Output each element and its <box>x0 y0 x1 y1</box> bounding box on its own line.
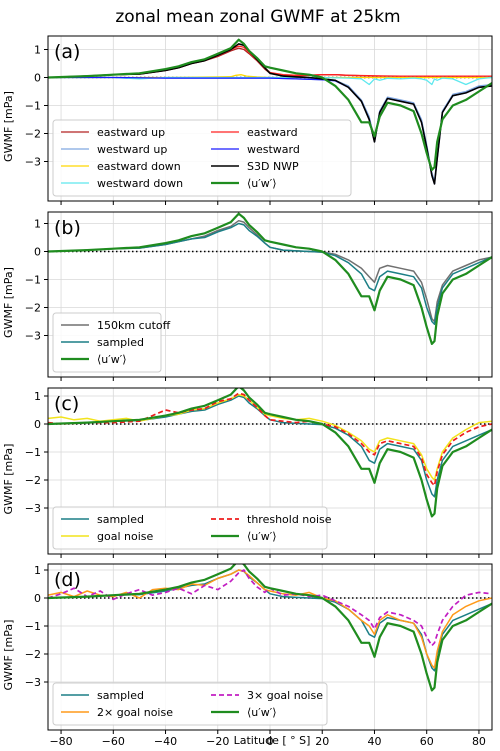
x-tick-label: −80 <box>49 735 72 748</box>
legend-label: eastward <box>247 126 298 139</box>
panels-container: −3 −2 −1 0 1 GWMF [mPa] (a) eastward up westward… <box>2 35 493 748</box>
legend-label: goal noise <box>97 530 153 543</box>
legend-label: threshold noise <box>247 513 332 526</box>
panel-letter: (a) <box>54 41 80 63</box>
legend-label: ⟨u′w′⟩ <box>247 706 277 719</box>
series-line-uw <box>48 38 492 171</box>
y-tick-label: −1 <box>25 446 41 459</box>
x-tick-label: 60 <box>420 735 434 748</box>
y-tick-label: −2 <box>25 648 41 661</box>
series-line-uw <box>48 212 492 345</box>
x-tick-label: 20 <box>315 735 329 748</box>
panel-4: −3 −2 −1 0 1 −80 −60 −40 −20 0 20 40 60 80 GWMF [mPa] (… <box>2 563 493 748</box>
x-tick-label: 80 <box>472 735 486 748</box>
legend-label: sampled <box>97 513 144 526</box>
legend-label: sampled <box>97 336 144 349</box>
y-tick-label: −2 <box>25 128 41 141</box>
x-tick-label: 40 <box>367 735 381 748</box>
y-tick-label: 0 <box>34 246 41 259</box>
legend: sampled goal noise threshold noise ⟨u′w′⟩ <box>52 506 332 550</box>
y-tick-label: −3 <box>25 676 41 689</box>
legend-label: 150km cutoff <box>97 319 171 332</box>
series-line-threshold_noise <box>48 392 492 487</box>
y-tick-label: −2 <box>25 302 41 315</box>
legend-box <box>52 682 328 726</box>
x-tick-label: −20 <box>206 735 229 748</box>
legend-label: sampled <box>97 689 144 702</box>
series-line-uw <box>48 564 492 692</box>
legend-label: eastward up <box>97 126 165 139</box>
y-tick-label: 0 <box>34 418 41 431</box>
legend-label: eastward down <box>97 160 181 173</box>
x-tick-label: −40 <box>154 735 177 748</box>
legend: sampled 2× goal noise 3× goal noise ⟨u′w′⟩ <box>52 682 328 726</box>
y-tick-label: 1 <box>34 564 41 577</box>
legend-box <box>52 506 328 550</box>
figure-title: zonal mean zonal GWMF at 25km <box>115 7 400 27</box>
y-axis-label: GWMF [mPa] <box>2 620 15 691</box>
panel-letter: (c) <box>54 393 79 415</box>
y-tick-label: −3 <box>25 502 41 515</box>
legend-label: 2× goal noise <box>97 706 173 719</box>
series-group <box>48 38 492 185</box>
y-tick-label: 1 <box>34 218 41 231</box>
x-axis-label: Latitude [ ° S] <box>234 734 311 747</box>
panel-1: −3 −2 −1 0 1 GWMF [mPa] (a) eastward up westward… <box>2 35 493 205</box>
y-tick-label: −3 <box>25 156 41 169</box>
series-group <box>48 212 492 345</box>
y-tick-label: −3 <box>25 330 41 343</box>
y-axis-label: GWMF [mPa] <box>2 444 15 515</box>
legend-label: ⟨u′w′⟩ <box>97 353 127 366</box>
legend-box <box>52 119 352 197</box>
series-line-goal2 <box>48 569 492 669</box>
y-tick-label: −1 <box>25 274 41 287</box>
panel-letter: (b) <box>54 217 81 239</box>
legend-label: westward down <box>97 177 183 190</box>
legend-label: westward up <box>97 143 167 156</box>
y-tick-label: −1 <box>25 620 41 633</box>
legend-label: 3× goal noise <box>247 689 323 702</box>
y-tick-label: 1 <box>34 390 41 403</box>
y-tick-label: 0 <box>34 72 41 85</box>
y-axis-label: GWMF [mPa] <box>2 267 15 338</box>
legend: 150km cutoff sampled ⟨u′w′⟩ <box>52 312 171 373</box>
y-tick-label: 0 <box>34 592 41 605</box>
legend-label: S3D NWP <box>247 160 299 173</box>
x-tick-label: −60 <box>102 735 125 748</box>
y-tick-label: −2 <box>25 474 41 487</box>
legend-label: ⟨u′w′⟩ <box>247 530 277 543</box>
legend-label: westward <box>247 143 300 156</box>
legend: eastward up westward up eastward down westw… <box>52 119 352 197</box>
legend-label: ⟨u′w′⟩ <box>247 177 277 190</box>
legend-box <box>52 312 162 373</box>
y-axis-label: GWMF [mPa] <box>2 91 15 162</box>
series-group <box>48 388 492 518</box>
y-tick-label: 1 <box>34 44 41 57</box>
panel-2: −3 −2 −1 0 1 GWMF [mPa] (b) 150km cutoff sampled… <box>2 211 493 381</box>
panel-3: −3 −2 −1 0 1 GWMF [mPa] (c) sampled goal noise th… <box>2 387 493 558</box>
panel-letter: (d) <box>54 569 81 591</box>
series-group <box>48 564 492 692</box>
x-tick-label: 0 <box>267 735 274 748</box>
series-line-s3d <box>48 43 492 185</box>
series-line-uw <box>48 388 492 518</box>
y-tick-label: −1 <box>25 100 41 113</box>
